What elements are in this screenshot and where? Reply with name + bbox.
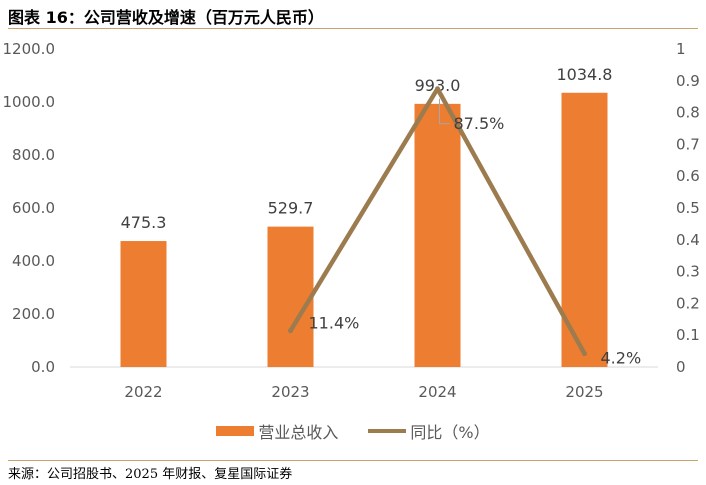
bar-data-label: 475.3 bbox=[121, 213, 167, 232]
yoy-point bbox=[582, 351, 587, 357]
x-tick-label: 2025 bbox=[565, 383, 603, 401]
yoy-data-label: 87.5% bbox=[454, 114, 505, 133]
bar-data-label: 529.7 bbox=[268, 199, 314, 218]
yoy-leader-line bbox=[439, 98, 450, 125]
bar bbox=[120, 241, 167, 367]
x-tick-label: 2023 bbox=[271, 383, 309, 401]
source-note: 来源：公司招股书、2025 年财报、复星国际证券 bbox=[8, 467, 293, 482]
y-left-tick-label: 1000.0 bbox=[3, 93, 56, 111]
yoy-point bbox=[288, 328, 293, 334]
y-left-tick-label: 800.0 bbox=[12, 146, 55, 164]
legend-swatch-revenue bbox=[216, 426, 255, 436]
yoy-data-label: 11.4% bbox=[309, 314, 360, 333]
title-divider bbox=[8, 28, 698, 29]
y-right-tick-label: 0.2 bbox=[676, 294, 700, 312]
legend-label-revenue: 营业总收入 bbox=[258, 423, 339, 442]
y-right-tick-label: 0.8 bbox=[676, 104, 700, 122]
y-left-tick-label: 600.0 bbox=[12, 199, 55, 217]
bar-data-label: 993.0 bbox=[415, 76, 461, 95]
bar-data-label: 1034.8 bbox=[557, 65, 613, 84]
legend-item-revenue: 营业总收入 bbox=[216, 419, 338, 443]
legend-swatch-yoy bbox=[368, 429, 407, 433]
y-left-tick-label: 0.0 bbox=[31, 358, 55, 376]
y-right-tick-label: 0.6 bbox=[676, 167, 700, 185]
yoy-data-label: 4.2% bbox=[601, 349, 642, 368]
yoy-point bbox=[435, 86, 440, 92]
footer-divider bbox=[8, 460, 698, 461]
y-right-tick-label: 0.5 bbox=[676, 199, 700, 217]
y-right-tick-label: 0.3 bbox=[676, 263, 700, 281]
x-tick-label: 2024 bbox=[418, 383, 456, 401]
legend-label-yoy: 同比（%） bbox=[410, 423, 490, 442]
y-left-tick-label: 200.0 bbox=[12, 305, 55, 323]
bar bbox=[267, 226, 314, 367]
y-left-tick-label: 1200.0 bbox=[3, 40, 56, 58]
chart-legend: 营业总收入 同比（%） bbox=[0, 419, 706, 443]
legend-item-yoy: 同比（%） bbox=[368, 419, 490, 443]
x-tick-label: 2022 bbox=[124, 383, 162, 401]
bar bbox=[414, 103, 461, 367]
revenue-chart: 0.0 200.0 400.0 600.0 800.0 1000.0 1200.0 0 0.1 0… bbox=[3, 40, 700, 401]
y-right-tick-label: 0.7 bbox=[676, 135, 700, 153]
bar bbox=[561, 92, 608, 367]
y-left-tick-label: 400.0 bbox=[12, 252, 55, 270]
chart-title: 图表 16：公司营收及增速（百万元人民币） bbox=[8, 8, 324, 27]
y-right-tick-label: 1 bbox=[676, 40, 686, 58]
y-right-tick-label: 0.9 bbox=[676, 72, 700, 90]
y-right-tick-label: 0 bbox=[676, 358, 686, 376]
y-right-tick-label: 0.1 bbox=[676, 326, 700, 344]
y-right-tick-label: 0.4 bbox=[676, 231, 700, 249]
